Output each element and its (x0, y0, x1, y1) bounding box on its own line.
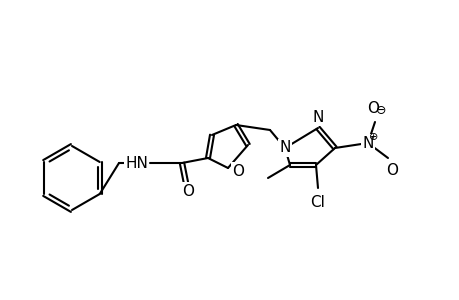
Text: N: N (279, 140, 290, 155)
Text: ⊖: ⊖ (375, 103, 386, 116)
Text: O: O (231, 164, 243, 178)
Text: N: N (362, 136, 373, 151)
Text: N: N (312, 110, 323, 125)
Text: O: O (385, 163, 397, 178)
Text: Cl: Cl (310, 195, 325, 210)
Text: ⊕: ⊕ (369, 132, 378, 142)
Text: O: O (366, 101, 378, 116)
Text: HN: HN (125, 155, 148, 170)
Text: O: O (182, 184, 194, 199)
